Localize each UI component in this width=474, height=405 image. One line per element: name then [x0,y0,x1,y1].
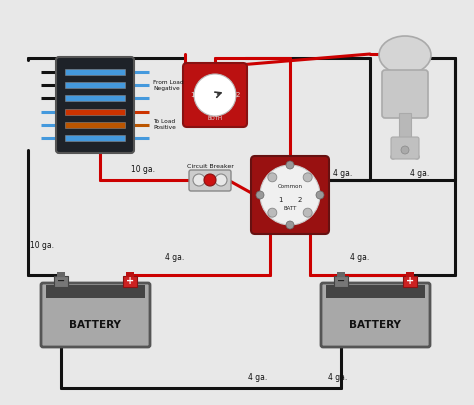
Circle shape [316,191,324,199]
Bar [65,135,125,141]
Bar [65,122,125,128]
Text: BATTERY: BATTERY [69,320,121,330]
Circle shape [268,173,277,182]
Text: 4 ga.: 4 ga. [328,373,347,382]
Circle shape [194,74,236,116]
FancyBboxPatch shape [251,156,329,234]
FancyBboxPatch shape [321,283,430,347]
Circle shape [268,208,277,217]
Text: BOTH: BOTH [208,115,223,121]
Text: From Load
Negative: From Load Negative [153,80,183,91]
Circle shape [286,221,294,229]
Circle shape [303,173,312,182]
FancyBboxPatch shape [56,57,134,153]
Text: −: − [57,276,65,286]
Text: 4 ga.: 4 ga. [248,373,268,382]
Text: 1: 1 [190,92,194,98]
FancyBboxPatch shape [391,137,419,159]
Circle shape [256,191,264,199]
Bar [46,285,145,298]
Bar [65,96,125,101]
Bar [123,276,137,287]
Text: 4 ga.: 4 ga. [410,168,429,177]
Text: To Load
Positive: To Load Positive [153,119,176,130]
Circle shape [215,174,227,186]
Text: −: − [337,276,345,286]
Circle shape [401,146,409,154]
Circle shape [260,165,320,225]
Circle shape [193,174,205,186]
Bar [65,69,125,75]
Circle shape [286,161,294,169]
Text: 2: 2 [236,92,240,98]
Circle shape [303,208,312,217]
Bar [65,82,125,88]
FancyBboxPatch shape [382,70,428,118]
FancyBboxPatch shape [183,63,247,127]
Text: BATT: BATT [283,207,297,211]
Text: 4 ga.: 4 ga. [333,168,353,177]
Bar [403,276,417,287]
Text: Common: Common [277,185,302,190]
Text: +: + [406,276,414,286]
FancyBboxPatch shape [189,170,231,191]
Text: 4 ga.: 4 ga. [350,254,370,262]
Text: 10 ga.: 10 ga. [30,241,54,249]
Text: BATTERY: BATTERY [349,320,401,330]
FancyBboxPatch shape [41,283,150,347]
Bar [126,272,134,277]
Text: 2: 2 [298,197,302,203]
Bar [399,113,411,141]
Bar [337,272,345,277]
Bar [54,276,68,287]
Circle shape [204,174,216,186]
Text: +: + [126,276,134,286]
Text: 4 ga.: 4 ga. [165,254,185,262]
Text: Circuit Breaker: Circuit Breaker [187,164,233,168]
Text: 10 ga.: 10 ga. [131,166,155,175]
Ellipse shape [379,36,431,74]
Bar [406,272,414,277]
Bar [326,285,425,298]
Bar [334,276,348,287]
Bar [65,109,125,115]
Text: 1: 1 [278,197,282,203]
Bar [57,272,65,277]
